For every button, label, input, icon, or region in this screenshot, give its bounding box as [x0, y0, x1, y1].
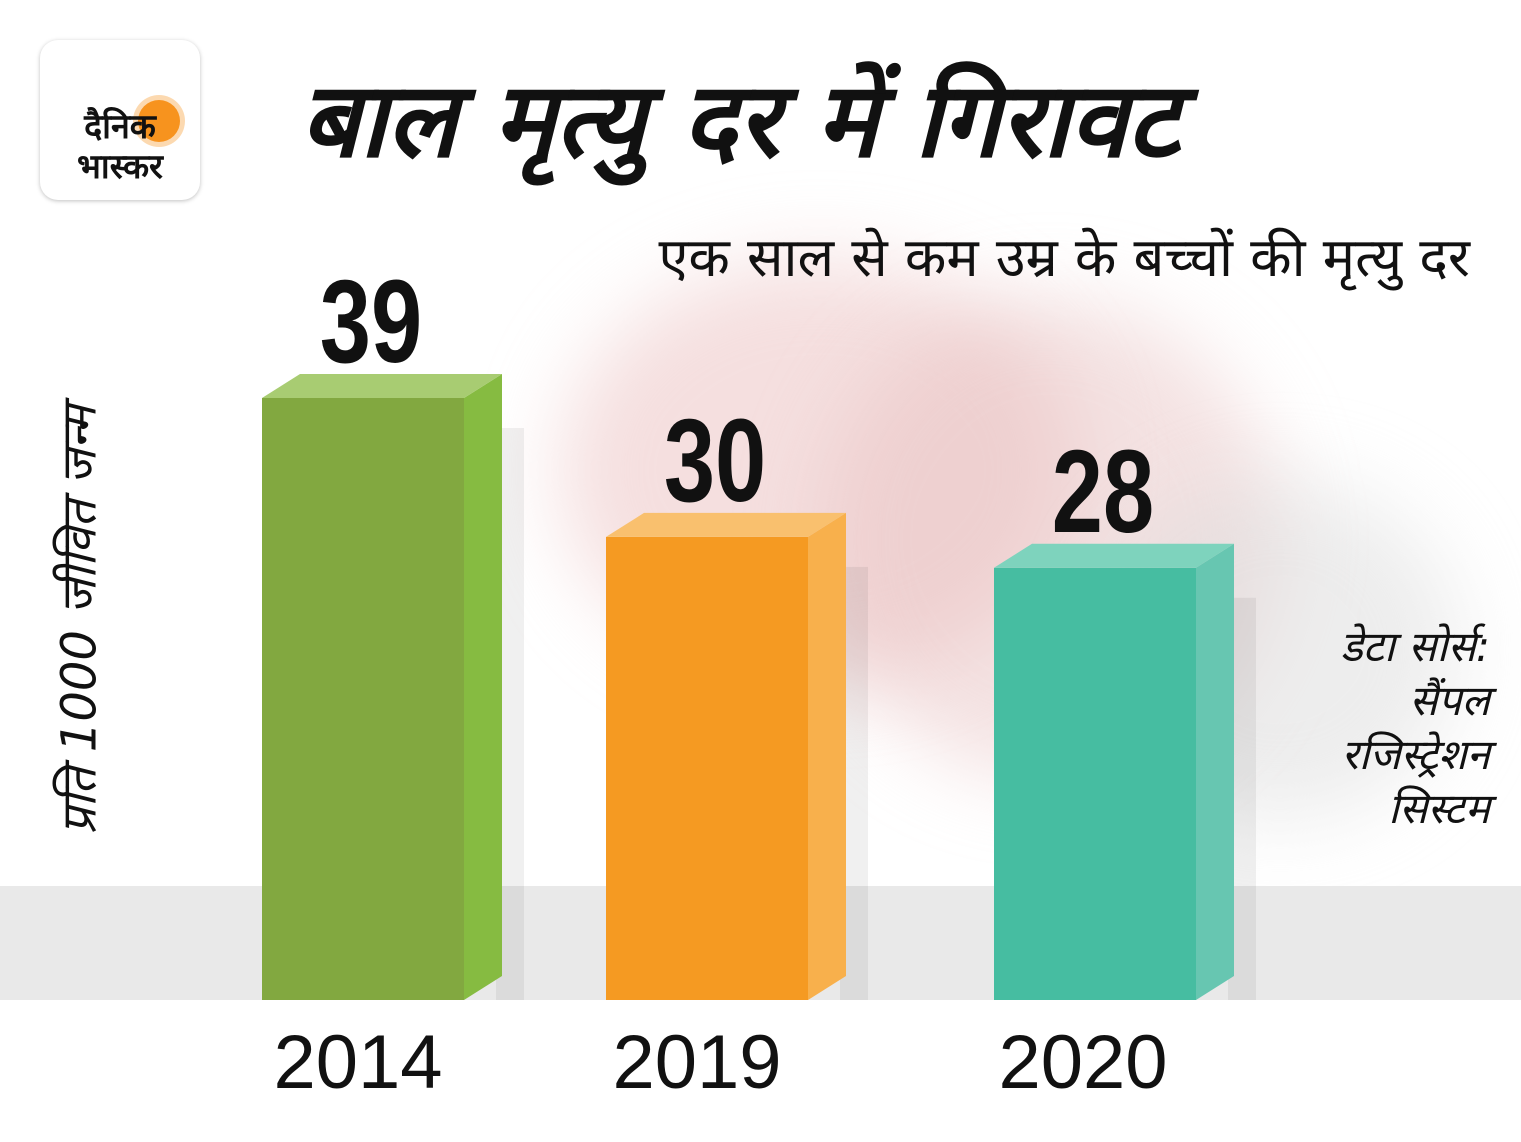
value-label-2019: 30 [664, 395, 766, 527]
source-line: सैंपल [1409, 676, 1490, 725]
bar-top-2019 [606, 512, 846, 537]
chart-subtitle: एक साल से कम उम्र के बच्चों की मृत्यु दर [658, 226, 1470, 289]
chart-title: बाल मृत्यु दर में गिरावट [300, 59, 1180, 181]
value-label-2020: 28 [1052, 426, 1154, 558]
bar-top-2014 [262, 374, 502, 398]
bar-2019 [606, 536, 808, 1000]
bar-side-2020 [1196, 543, 1234, 1000]
category-label-2014: 2014 [273, 1020, 442, 1105]
sun-icon [138, 100, 180, 142]
bar-2014 [262, 398, 464, 1000]
brand-logo: दैनिक भास्कर [40, 40, 200, 200]
value-label-2014: 39 [320, 256, 422, 388]
category-label-2019: 2019 [612, 1020, 781, 1105]
bar-side-2019 [808, 512, 846, 1000]
logo-line2: भास्कर [77, 147, 163, 187]
bar-2020 [994, 567, 1196, 1000]
source-line: डेटा सोर्स: [1340, 622, 1490, 671]
source-line: सिस्टम [1388, 784, 1490, 833]
bar-top-2020 [994, 543, 1234, 568]
category-label-2020: 2020 [998, 1020, 1167, 1105]
logo-line1: दैनिक [84, 107, 156, 147]
bar-side-2014 [464, 374, 502, 1000]
source-line: रजिस्ट्रेशन [1341, 730, 1490, 779]
data-source-note: डेटा सोर्स: सैंपल रजिस्ट्रेशन सिस्टम [1250, 620, 1490, 836]
